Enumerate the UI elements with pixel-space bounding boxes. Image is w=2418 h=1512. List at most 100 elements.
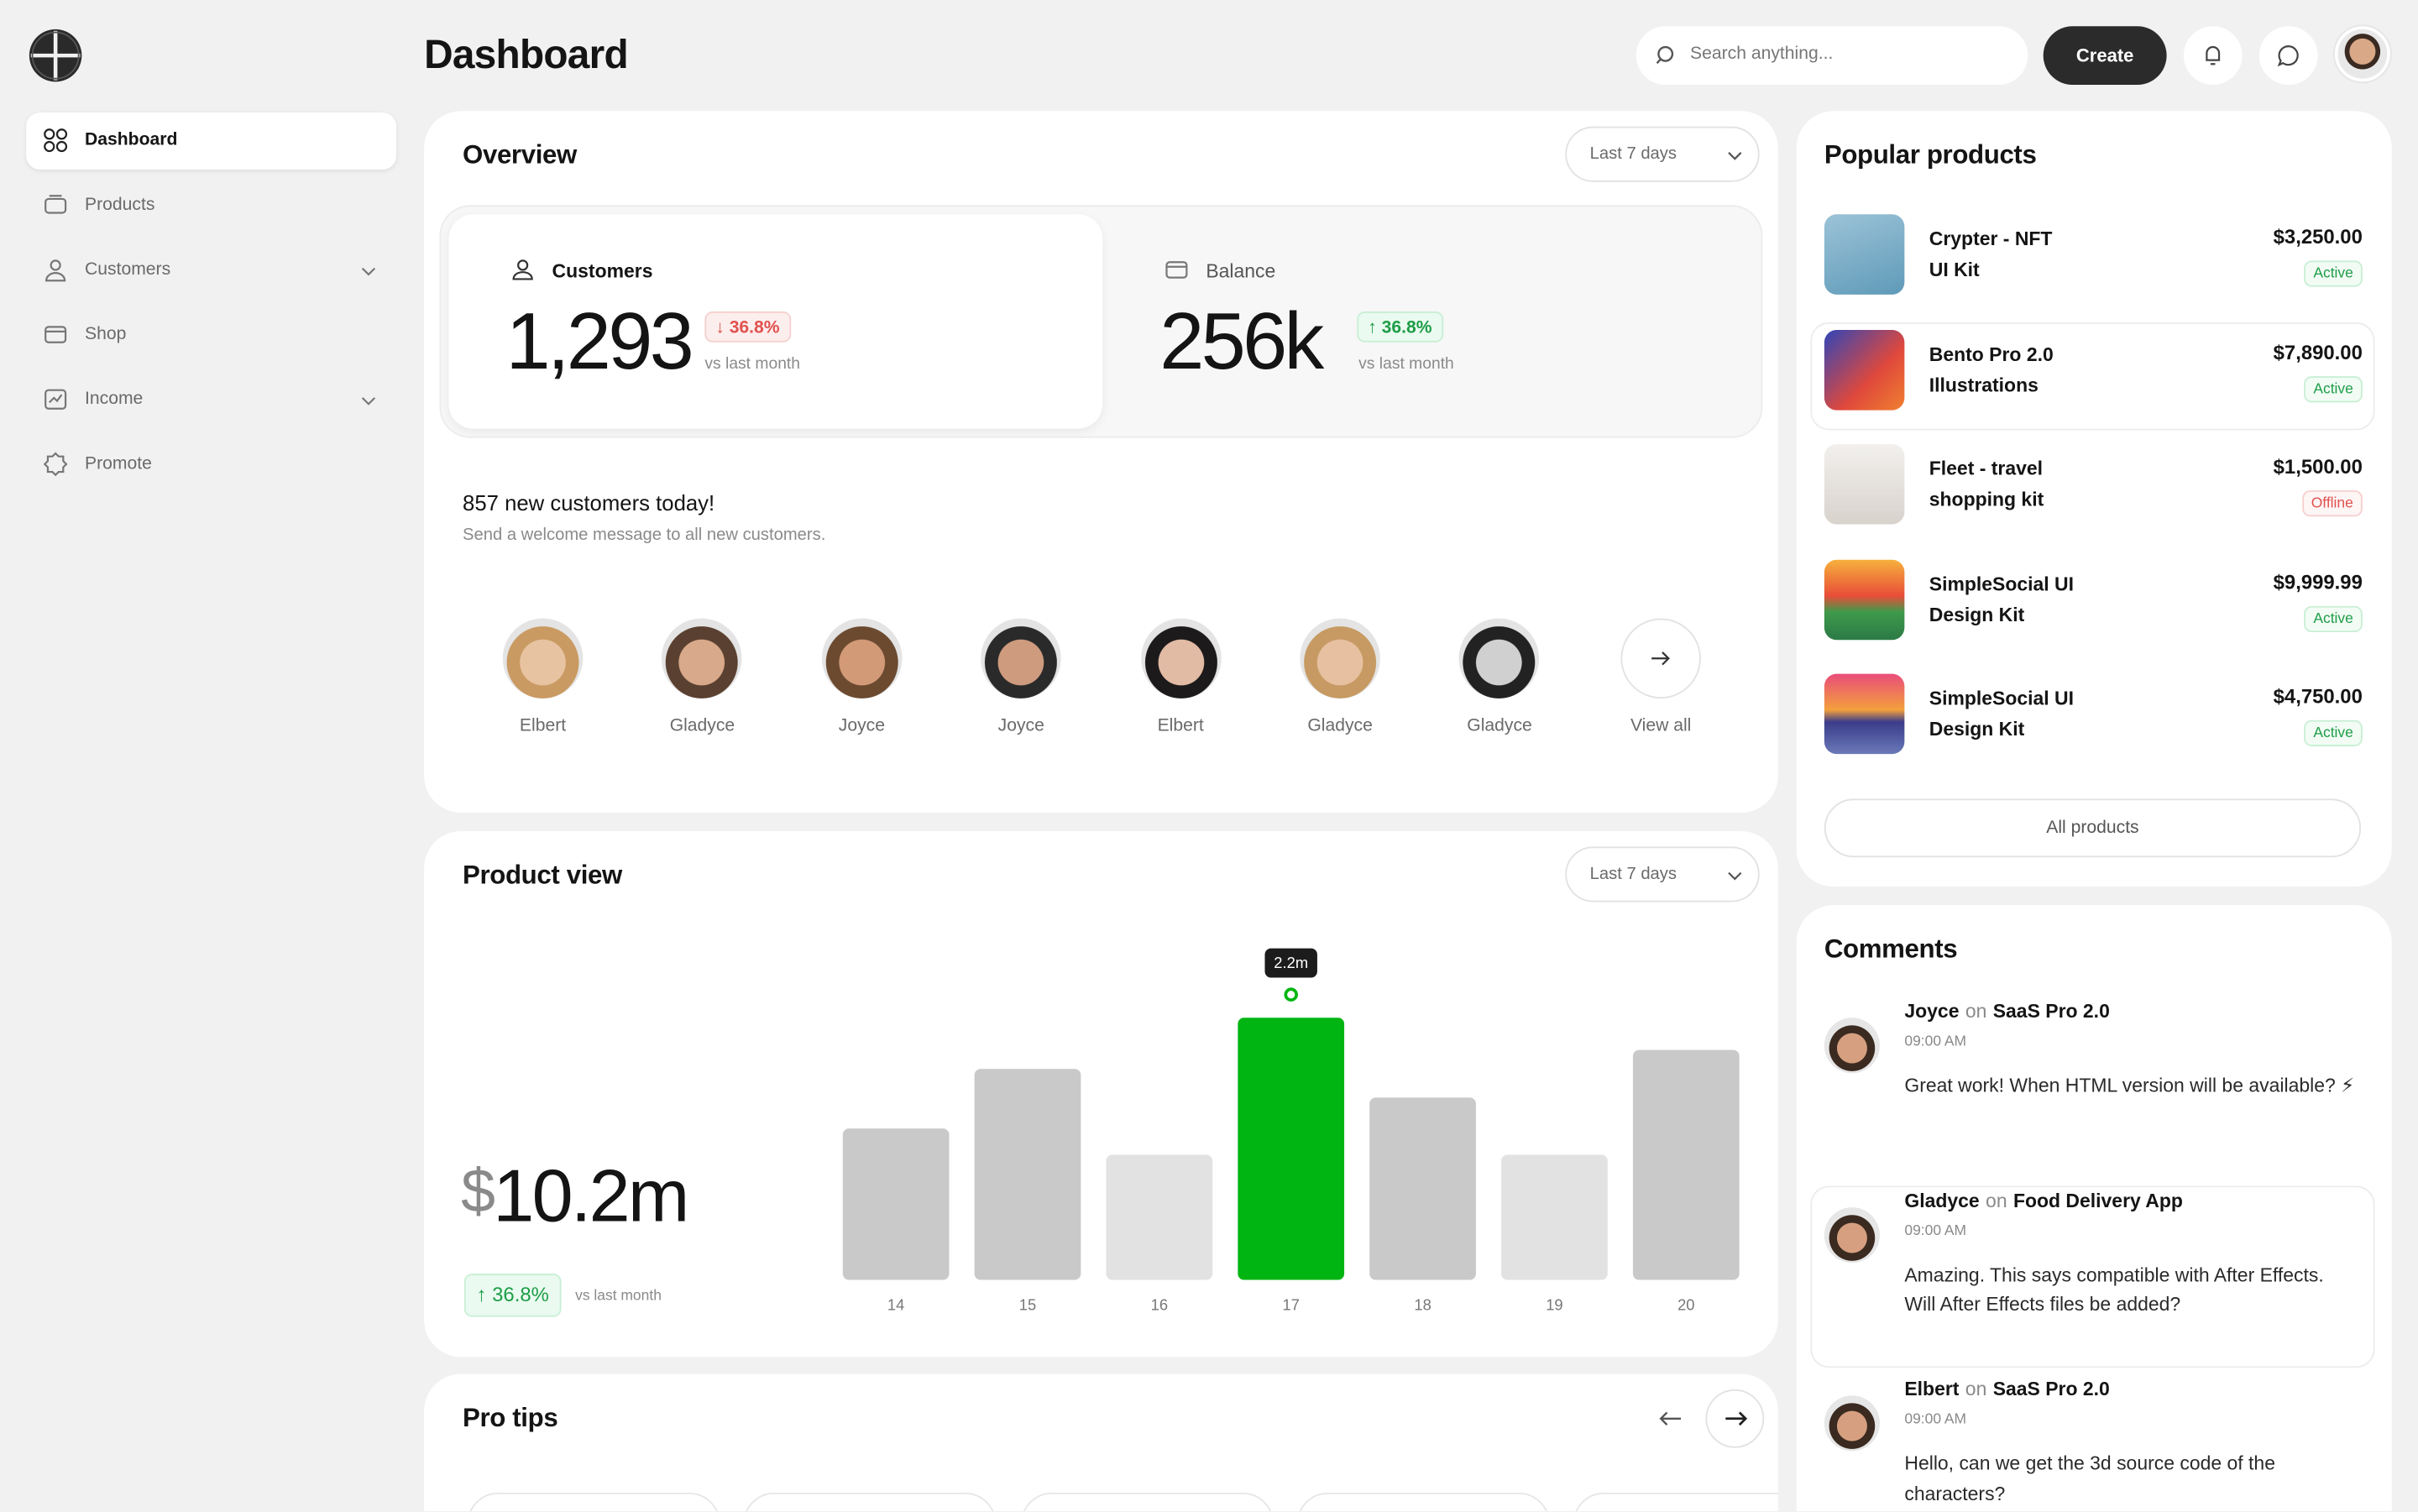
customer-avatar[interactable] <box>981 618 1062 699</box>
change-value: 36.8% <box>492 1283 549 1306</box>
comment-connector: on <box>1965 1379 1987 1400</box>
x-tick-label: 20 <box>1677 1296 1694 1314</box>
nav-label: Promote <box>85 454 152 473</box>
bar <box>842 1128 950 1280</box>
prev-button[interactable] <box>1657 1410 1682 1428</box>
x-tick-label: 15 <box>1019 1296 1036 1314</box>
change-value: 36.8% <box>729 319 780 338</box>
search-box[interactable]: Search anything... <box>1636 26 2028 86</box>
product-thumbnail[interactable] <box>1824 558 1905 640</box>
range-dropdown[interactable]: Last 7 days <box>1565 846 1760 902</box>
product-thumbnail[interactable] <box>1824 443 1905 525</box>
nav-item[interactable]: Shop <box>26 307 396 364</box>
next-button[interactable] <box>1705 1389 1765 1448</box>
tip-card[interactable] <box>1573 1492 1778 1512</box>
comment-header: Gladyce on Food Delivery App <box>1904 1190 2183 1211</box>
range-label: Last 7 days <box>1589 865 1677 884</box>
tip-card[interactable] <box>467 1492 720 1512</box>
customer-avatar[interactable] <box>1140 618 1221 699</box>
product-name[interactable]: SimpleSocial UI <box>1929 573 2075 595</box>
x-tick-label: 18 <box>1414 1296 1431 1314</box>
product-name[interactable]: SimpleSocial UI <box>1929 688 2075 709</box>
comment-author[interactable]: Gladyce <box>1904 1190 1980 1211</box>
product-name[interactable]: Illustrations <box>1929 374 2039 396</box>
comment-product[interactable]: SaaS Pro 2.0 <box>1992 1379 2110 1400</box>
comment-avatar <box>1824 1018 1880 1074</box>
search-icon <box>1656 45 1674 65</box>
tip-card[interactable] <box>743 1492 997 1512</box>
comment-author[interactable]: Joyce <box>1904 1001 1960 1023</box>
customer-avatar[interactable] <box>502 618 584 699</box>
x-tick-label: 14 <box>887 1296 904 1314</box>
card-title: Overview <box>463 140 577 170</box>
tooltip <box>1264 948 1317 978</box>
customer-avatar[interactable] <box>662 618 743 699</box>
product-thumbnail[interactable] <box>1824 214 1905 295</box>
view-all-button[interactable] <box>1620 618 1701 699</box>
comment-time: 09:00 AM <box>1904 1222 1967 1239</box>
product-price: $1,500.00 <box>2273 454 2363 479</box>
range-label: Last 7 days <box>1589 144 1677 164</box>
chat-icon <box>2277 44 2299 67</box>
customer-avatar[interactable] <box>1459 618 1540 699</box>
comment-header: Elbert on SaaS Pro 2.0 <box>1904 1379 2109 1400</box>
product-name[interactable]: Bento Pro 2.0 <box>1929 343 2054 365</box>
nav-label: Products <box>85 196 155 215</box>
comment-avatar <box>1824 1206 1880 1263</box>
product-name[interactable]: Fleet - travel <box>1929 458 2044 480</box>
product-name[interactable]: Crypter - NFT <box>1929 228 2053 250</box>
chevron <box>1728 871 1742 881</box>
range-dropdown[interactable]: Last 7 days <box>1565 126 1760 182</box>
user-avatar[interactable] <box>2334 26 2390 82</box>
customer-avatar[interactable] <box>821 618 903 699</box>
avatar-image <box>2337 29 2388 79</box>
stats-panel: Customers 1,293 ↓ 36.8% vs last month Balanc… <box>439 205 1763 438</box>
bar-chart: 14 15 16 17 2.2m 18 19 20 <box>842 948 1740 1314</box>
comment-author[interactable]: Elbert <box>1904 1379 1960 1400</box>
tip-card[interactable] <box>1296 1492 1550 1512</box>
product-price: $9,999.99 <box>2273 569 2363 594</box>
nav-icon <box>44 326 67 343</box>
product-name[interactable]: Design Kit <box>1929 718 2025 740</box>
comment-avatar <box>1824 1395 1880 1452</box>
product-name[interactable]: shopping kit <box>1929 489 2044 510</box>
tooltip-label: 2.2m <box>1274 954 1308 971</box>
nav-item[interactable]: Products <box>26 177 396 234</box>
tip-card[interactable] <box>1020 1492 1274 1512</box>
stat-icon <box>512 259 533 280</box>
product-thumbnail[interactable] <box>1824 673 1905 755</box>
comment-product[interactable]: Food Delivery App <box>2012 1190 2183 1211</box>
notifications-button[interactable] <box>2183 26 2243 86</box>
product-status: Active <box>2304 375 2363 402</box>
nav-label: Customers <box>85 260 171 280</box>
nav-icon <box>44 389 67 410</box>
nav-item[interactable]: Promote <box>26 437 396 494</box>
create-button[interactable]: Create <box>2043 26 2167 86</box>
total-amount: 10.2m <box>493 1156 689 1238</box>
nav-item[interactable]: Customers <box>26 242 396 299</box>
product-status: Offline <box>2301 490 2363 517</box>
bar <box>1106 1154 1213 1280</box>
product-price: $4,750.00 <box>2273 684 2363 709</box>
customer-name: Joyce <box>997 717 1044 736</box>
page-title: Dashboard <box>424 30 629 77</box>
customer-avatar[interactable] <box>1300 618 1380 699</box>
comment-product[interactable]: SaaS Pro 2.0 <box>1992 1001 2110 1023</box>
product-name[interactable]: UI Kit <box>1929 259 1980 281</box>
comment-text: Great work! When HTML version will be av… <box>1904 1075 2355 1096</box>
product-thumbnail[interactable] <box>1824 329 1905 410</box>
messages-button[interactable] <box>2258 26 2318 86</box>
nav-item[interactable]: Income <box>26 372 396 429</box>
nav-icon <box>44 259 66 282</box>
product-status: Active <box>2304 604 2363 632</box>
nav-icon <box>44 128 68 153</box>
stat-label: Customers <box>552 260 653 283</box>
currency: $ <box>461 1158 495 1227</box>
nav-item[interactable]: Dashboard <box>26 112 397 170</box>
product-name[interactable]: Design Kit <box>1929 604 2025 625</box>
all-products-button[interactable]: All products <box>1824 798 2362 858</box>
bar <box>1632 1049 1740 1280</box>
new-customers-headline: 857 new customers today! <box>463 490 715 515</box>
card-title: Pro tips <box>463 1403 558 1433</box>
comment-text: Hello, can we get the 3d source code of … <box>1904 1452 2275 1504</box>
